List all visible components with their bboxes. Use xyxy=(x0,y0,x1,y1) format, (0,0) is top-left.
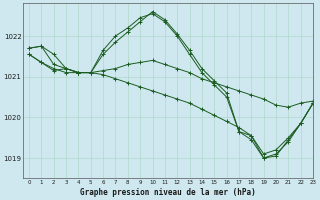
X-axis label: Graphe pression niveau de la mer (hPa): Graphe pression niveau de la mer (hPa) xyxy=(80,188,256,197)
